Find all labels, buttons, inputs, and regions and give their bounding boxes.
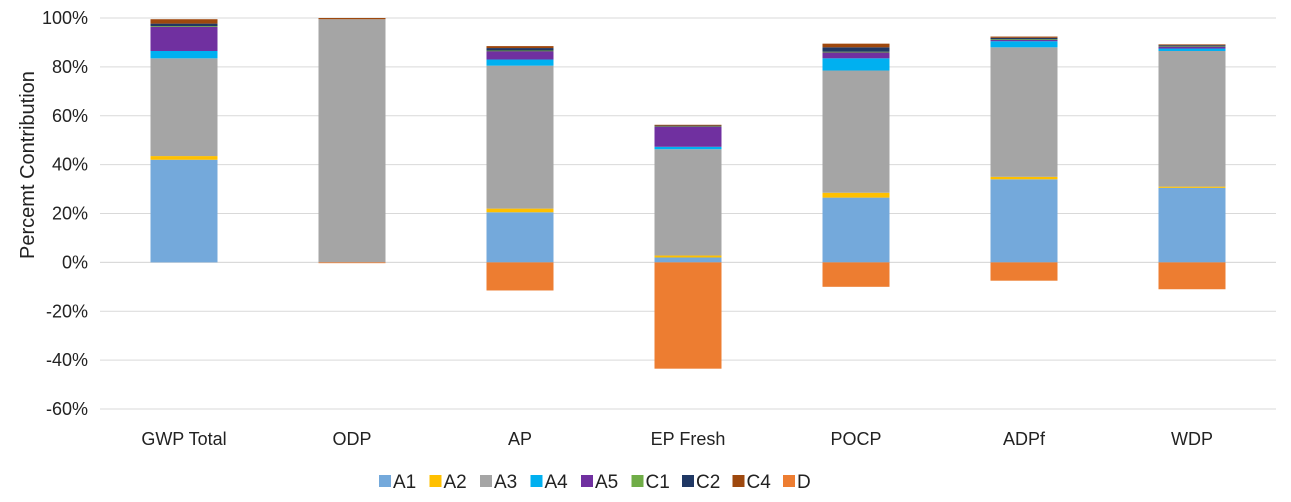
bar-segment-c2-pocp — [822, 47, 890, 52]
bar-segment-a2-adpf — [990, 176, 1058, 180]
bar-segment-c4-wdp — [1158, 44, 1226, 46]
legend-label-a3: A3 — [494, 472, 517, 493]
bar-segment-a2-gwp-total — [150, 156, 218, 160]
y-tick-label: 100% — [42, 8, 88, 28]
x-category-label: AP — [508, 429, 532, 449]
bar-segment-c4-adpf — [990, 36, 1058, 38]
bar-segment-a5-ap — [486, 50, 554, 60]
legend-label-d: D — [797, 472, 811, 493]
legend-label-a2: A2 — [444, 472, 467, 493]
bar-segment-a1-ep-fresh — [654, 257, 722, 263]
bar-segment-d-wdp — [1158, 262, 1226, 290]
bar-segment-a3-adpf — [990, 47, 1058, 177]
bar-segment-d-pocp — [822, 262, 890, 287]
legend-swatch-c1 — [631, 475, 644, 487]
bars — [150, 18, 1226, 369]
bar-segment-a3-odp — [318, 19, 386, 263]
y-tick-label: -40% — [46, 350, 88, 370]
bar-segment-a2-pocp — [822, 192, 890, 198]
bar-segment-a5-wdp — [1158, 46, 1226, 49]
bar-segment-c1-pocp — [822, 51, 890, 53]
x-category-label: WDP — [1171, 429, 1213, 449]
x-category-label: ADPf — [1003, 429, 1046, 449]
bar-segment-c2-wdp — [1158, 44, 1226, 46]
bar-segment-c4-ap — [486, 46, 554, 49]
bar-segment-c4-odp — [318, 18, 386, 20]
bar-segment-c2-gwp-total — [150, 23, 218, 27]
bar-segment-d-ep-fresh — [654, 262, 722, 369]
bar-segment-d-adpf — [990, 262, 1058, 281]
y-tick-label: -20% — [46, 301, 88, 321]
legend: A1 A2 A3 A4 A5 C1 C2 C4 D — [379, 472, 811, 493]
legend-label-c1: C1 — [646, 472, 670, 493]
bar-segment-a3-wdp — [1158, 50, 1226, 187]
bar-segment-a3-gwp-total — [150, 58, 218, 157]
bar-segment-d-odp — [318, 262, 386, 264]
bar-segment-c1-wdp — [1158, 45, 1226, 47]
bar-segment-a4-ep-fresh — [654, 146, 722, 150]
y-tick-label: 40% — [52, 155, 88, 175]
bar-segment-c4-ep-fresh — [654, 124, 722, 126]
legend-swatch-a4 — [530, 475, 543, 487]
bar-segment-a5-adpf — [990, 39, 1058, 42]
bar-segment-a4-wdp — [1158, 48, 1226, 51]
y-tick-label: 0% — [62, 252, 88, 272]
bar-segment-a1-ap — [486, 212, 554, 263]
x-category-label: GWP Total — [141, 429, 226, 449]
legend-label-c4: C4 — [747, 472, 772, 493]
bar-segment-c2-adpf — [990, 37, 1058, 40]
bar-segment-a4-ap — [486, 59, 554, 66]
bar-segment-a5-gwp-total — [150, 26, 218, 51]
bar-segment-a2-ap — [486, 208, 554, 213]
bar-segment-a3-ap — [486, 65, 554, 209]
legend-swatch-a1 — [379, 475, 391, 487]
legend-label-a5: A5 — [595, 472, 618, 493]
bar-segment-a3-pocp — [822, 70, 890, 193]
bar-segment-a3-ep-fresh — [654, 149, 722, 256]
x-axis-categories: GWP Total ODP AP EP Fresh POCP ADPf WDP — [141, 429, 1213, 449]
bar-segment-a4-pocp — [822, 58, 890, 71]
legend-swatch-c2 — [682, 475, 694, 487]
bar-segment-c4-pocp — [822, 43, 890, 48]
legend-label-a1: A1 — [393, 472, 416, 493]
bar-segment-a4-adpf — [990, 41, 1058, 48]
bar-segment-d-ap — [486, 262, 554, 291]
y-axis-ticks: 100% 80% 60% 40% 20% 0% -20% -40% -60% — [42, 8, 88, 419]
bar-segment-c2-ap — [486, 48, 554, 51]
legend-swatch-c4 — [732, 475, 745, 487]
bar-segment-a5-ep-fresh — [654, 126, 722, 147]
bar-segment-a1-gwp-total — [150, 159, 218, 263]
legend-swatch-a5 — [581, 475, 593, 487]
y-tick-label: 20% — [52, 204, 88, 224]
bar-segment-c1-ep-fresh — [654, 125, 722, 127]
legend-label-c2: C2 — [696, 472, 720, 493]
x-category-label: EP Fresh — [651, 429, 726, 449]
y-tick-label: -60% — [46, 399, 88, 419]
bar-segment-a1-adpf — [990, 179, 1058, 263]
bar-segment-a2-ep-fresh — [654, 255, 722, 258]
bar-segment-a1-wdp — [1158, 187, 1226, 263]
x-category-label: ODP — [332, 429, 371, 449]
bar-segment-a1-pocp — [822, 197, 890, 263]
y-tick-label: 60% — [52, 106, 88, 126]
bar-segment-a5-pocp — [822, 52, 890, 59]
bar-segment-c1-ap — [486, 50, 554, 52]
bar-segment-a2-wdp — [1158, 186, 1226, 188]
y-axis-label: Percemt Contribution — [17, 71, 39, 259]
bar-segment-c1-gwp-total — [150, 26, 218, 27]
legend-swatch-d — [783, 475, 795, 487]
bar-segment-c1-adpf — [990, 39, 1058, 41]
bar-segment-c4-gwp-total — [150, 19, 218, 24]
legend-swatch-a3 — [480, 475, 492, 487]
x-category-label: POCP — [830, 429, 881, 449]
legend-label-a4: A4 — [545, 472, 569, 493]
y-tick-label: 80% — [52, 57, 88, 77]
legend-swatch-a2 — [429, 475, 442, 487]
bar-segment-a4-gwp-total — [150, 50, 218, 59]
